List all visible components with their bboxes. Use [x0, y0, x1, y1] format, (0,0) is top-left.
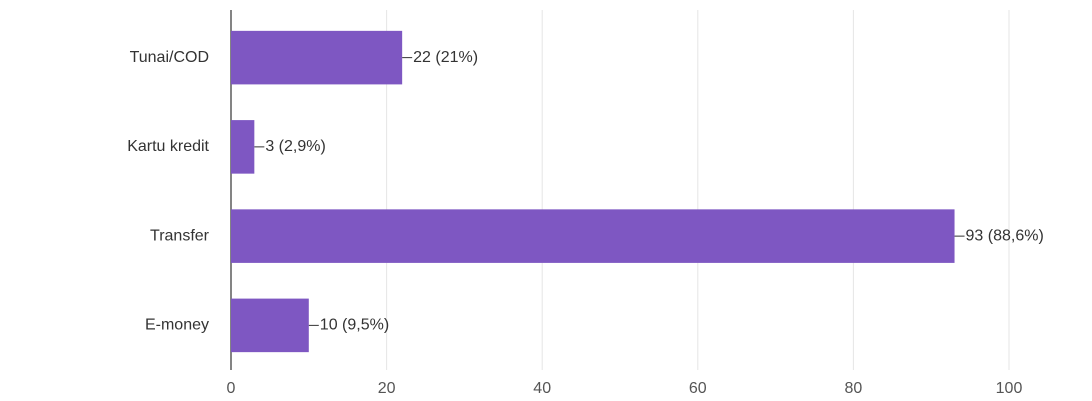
x-tick-label: 60: [689, 380, 707, 397]
y-tick-label: Kartu kredit: [127, 138, 209, 155]
x-tick-label: 20: [378, 380, 396, 397]
data-label: 3 (2,9%): [265, 138, 325, 155]
x-tick-label: 100: [996, 380, 1023, 397]
data-label: 22 (21%): [413, 49, 478, 66]
data-label: 93 (88,6%): [966, 227, 1044, 244]
data-label: 10 (9,5%): [320, 317, 389, 334]
y-tick-label: Transfer: [150, 227, 210, 244]
x-tick-label: 40: [533, 380, 551, 397]
y-tick-label: Tunai/COD: [130, 49, 209, 66]
bar: [231, 120, 255, 174]
bar: [231, 30, 403, 85]
x-tick-label: 80: [845, 380, 863, 397]
bar: [231, 209, 955, 263]
y-tick-label: E-money: [145, 317, 209, 334]
x-tick-label: 0: [227, 380, 236, 397]
bar: [231, 298, 309, 353]
